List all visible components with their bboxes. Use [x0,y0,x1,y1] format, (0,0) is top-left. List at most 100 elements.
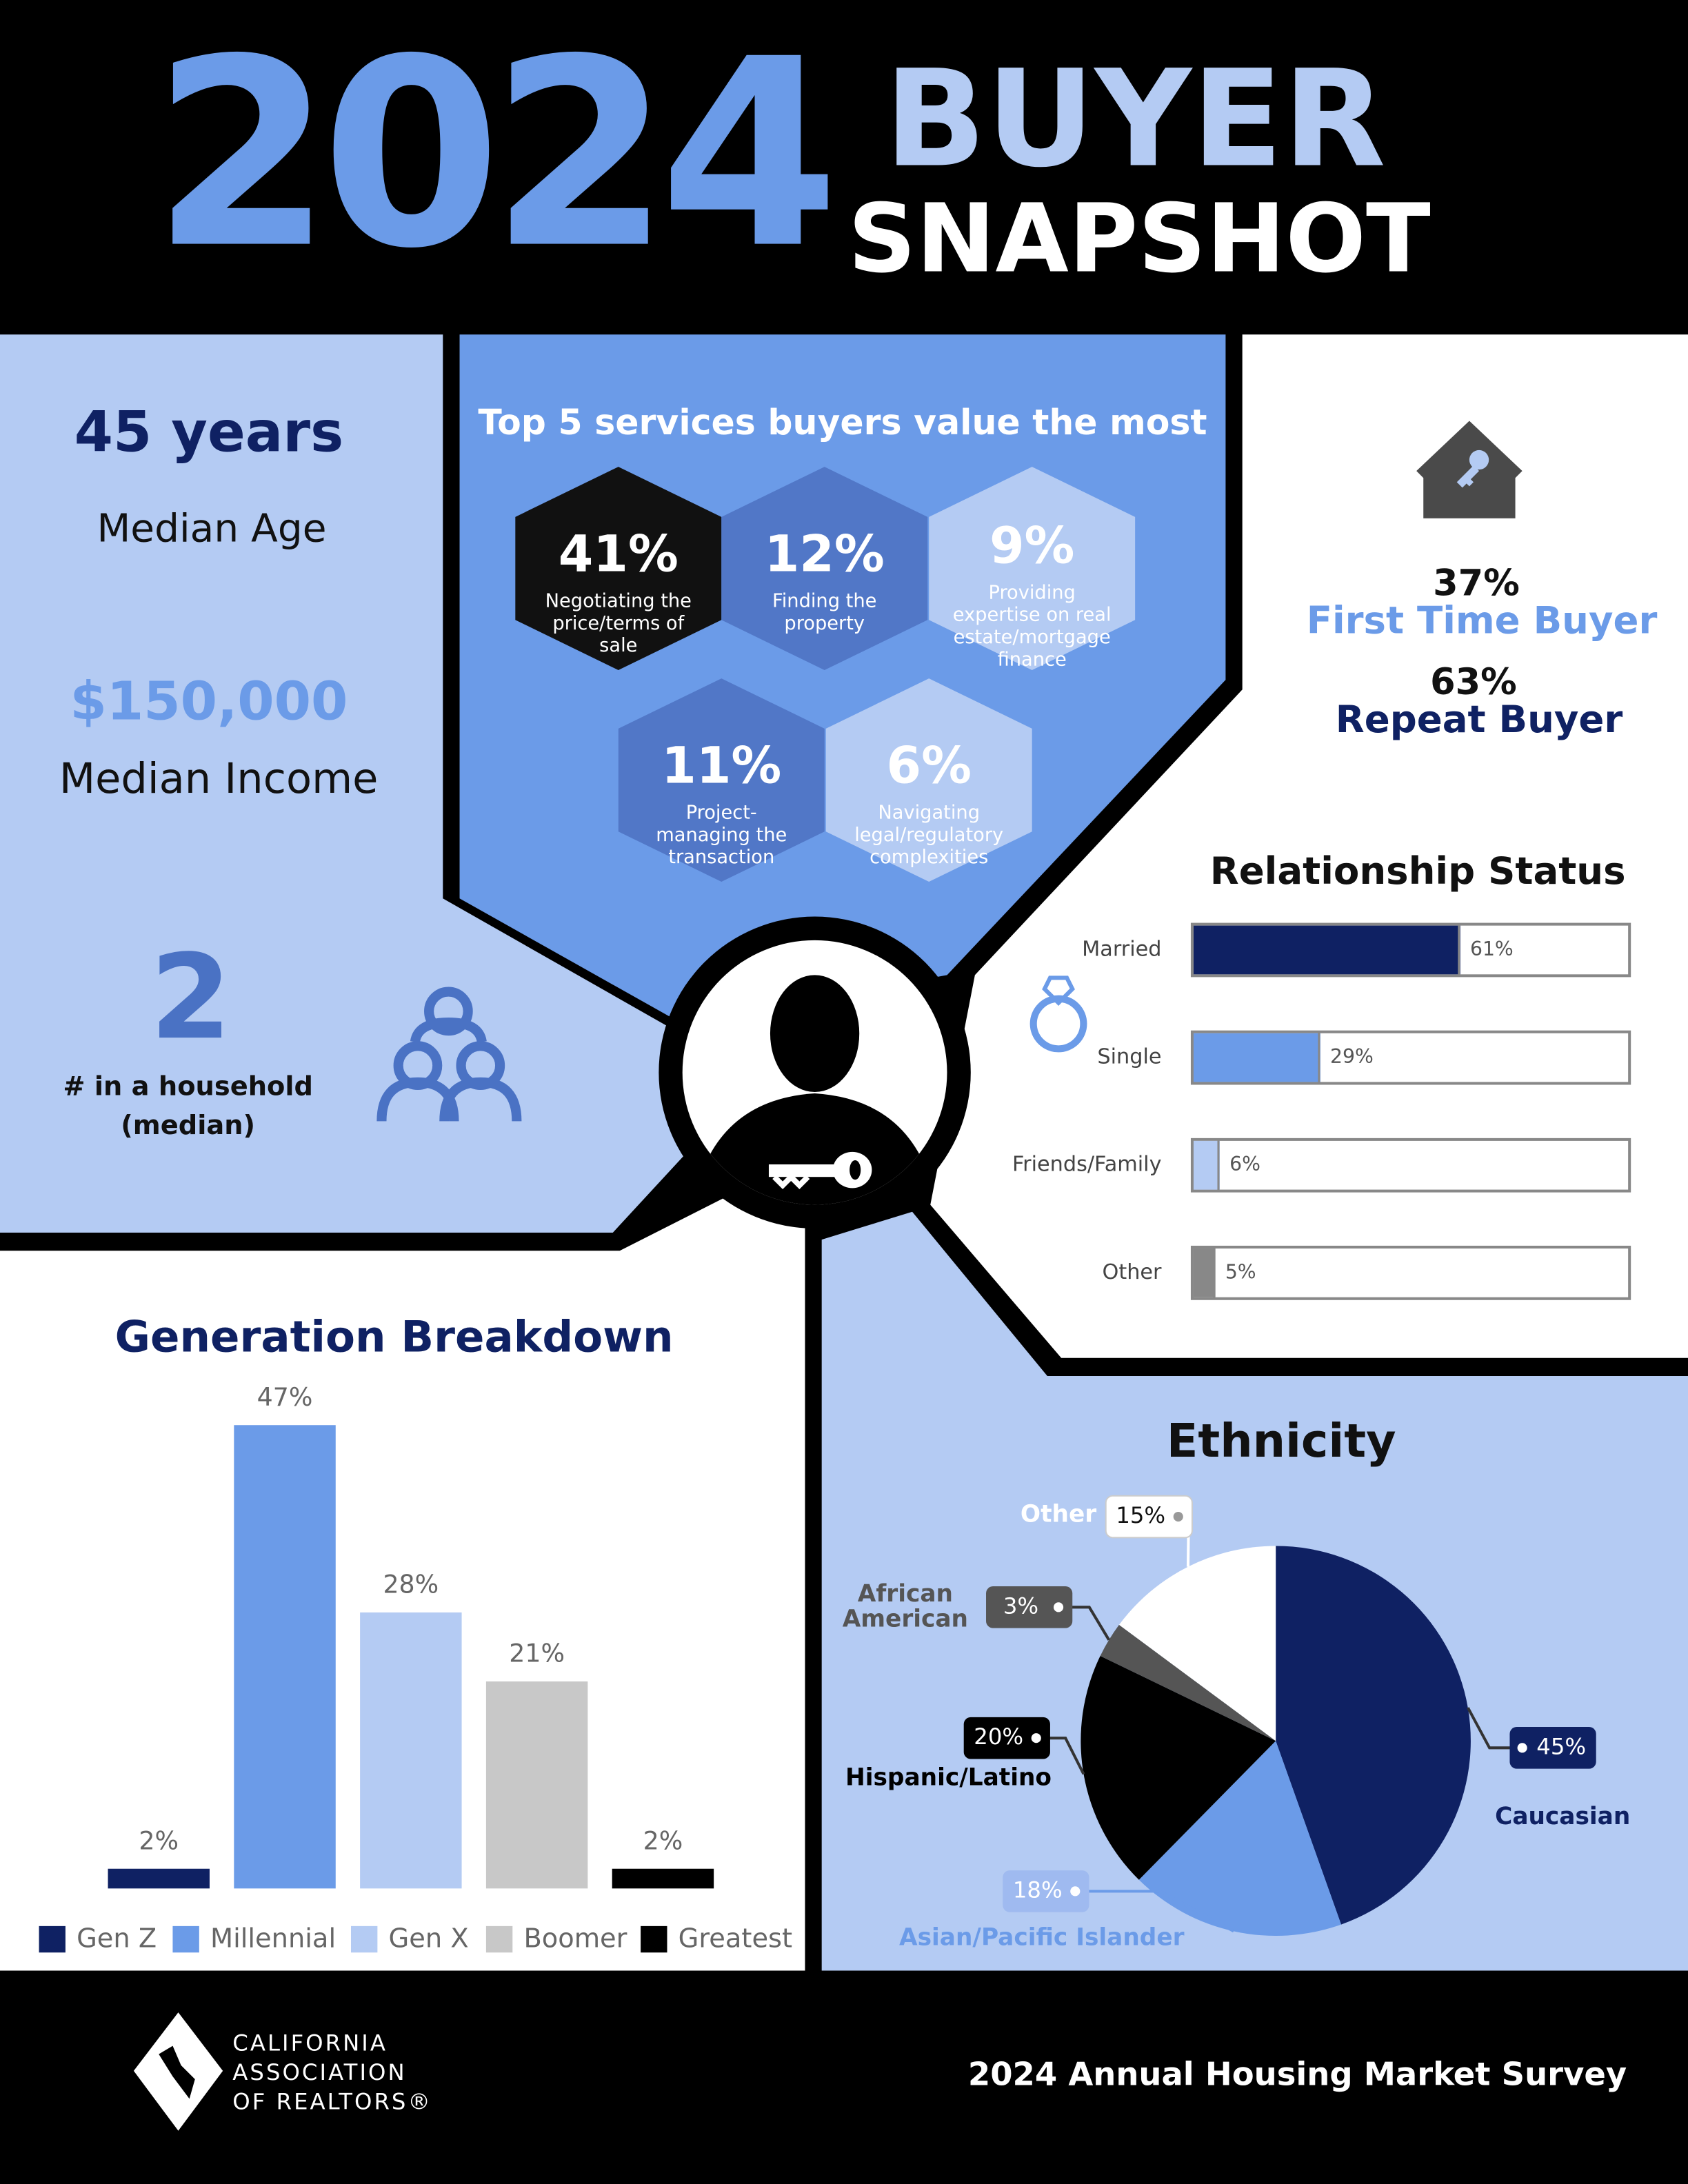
bar [612,1868,714,1889]
service-desc: property [784,613,865,634]
tag-hole [1070,1886,1081,1897]
bar-category: Single [1097,1045,1161,1069]
value-tag [963,1717,1050,1759]
leader-line [1047,1737,1085,1775]
value-tag [986,1586,1073,1628]
chart-title: Generation Breakdown [115,1312,674,1362]
pie-category: Hispanic/Latino [845,1763,1052,1791]
legend-label: Gen Z [77,1923,157,1954]
pie-category: Caucasian [1495,1803,1630,1830]
legend-swatch [641,1925,667,1953]
first-time-label: First Time Buyer [1307,598,1658,642]
service-percent: 11% [661,737,781,795]
left-panel [0,334,696,1233]
service-desc: sale [599,635,637,656]
bar [1193,1033,1320,1082]
pie-slice [1100,1624,1276,1741]
service-percent: 9% [989,517,1074,575]
service-hexagon [825,678,1032,882]
bar-value-label: 29% [1330,1045,1374,1068]
household-label: (median) [121,1110,255,1141]
tag-hole [1031,1733,1041,1743]
legend-label: Boomer [523,1923,627,1954]
pie-value-label: 3% [1003,1593,1038,1619]
household: 2 [150,930,232,1066]
value-tag [1105,1495,1193,1539]
bar-value-label: 28% [383,1570,439,1599]
median-income: $150,000 [70,671,348,732]
first-time-percent: 37% [1433,562,1520,604]
right-panel [930,334,1688,1358]
median-age: 45 years [74,401,343,465]
bar [485,1681,588,1889]
pie-slice [1276,1546,1471,1925]
service-desc: price/terms of [552,613,685,634]
tag-hole [1053,1602,1064,1612]
service-desc: Providing [988,582,1075,603]
ring-icon [1029,975,1087,1053]
bar-value-label: 61% [1470,938,1514,960]
bar-value-label: 2% [139,1826,179,1855]
bar-value-label: 21% [509,1639,565,1668]
bar [234,1425,336,1889]
bar-value-label: 2% [643,1826,683,1855]
repeat-label: Repeat Buyer [1336,697,1623,741]
leader-line [1086,1890,1235,1933]
bar-category: Friends/Family [1012,1153,1162,1177]
service-desc: transaction [668,847,774,868]
survey-title: 2024 Annual Housing Market Survey [968,2056,1627,2093]
service-hexagon [515,467,722,670]
pie-slice [1118,1546,1276,1741]
legend-swatch [172,1925,199,1953]
pie-value-label: 15% [1116,1502,1165,1528]
service-desc: Finding the [772,591,876,612]
bar [1193,1248,1216,1297]
pie-value-label: 20% [974,1723,1023,1750]
service-desc: Negotiating the [545,591,692,612]
pie-slice [1081,1655,1276,1880]
median-age-label: Median Age [97,507,327,552]
median-income-label: Median Income [59,755,378,803]
service-desc: legal/regulatory [854,825,1003,846]
logo-text: CALIFORNIA [232,2030,388,2056]
service-percent: 12% [765,525,885,583]
services-title: Top 5 services buyers value the most [478,402,1207,443]
pie-value-label: 45% [1536,1733,1586,1759]
footer [0,1977,1688,2184]
repeat-percent: 63% [1430,661,1517,703]
service-hexagon [929,467,1136,670]
service-desc: managing the [656,825,787,846]
generation-panel [0,1197,805,1971]
bar-track [1190,1245,1631,1300]
legend-swatch [350,1925,378,1953]
service-desc: finance [998,649,1067,670]
legend-label: Millennial [210,1923,336,1954]
bar-value-label: 5% [1225,1260,1256,1283]
value-tag [1003,1870,1089,1912]
service-percent: 6% [886,737,971,795]
title-snapshot: SNAPSHOT [848,185,1431,294]
house-icon [1416,421,1523,518]
year: 2024 [152,3,829,305]
service-desc: expertise on real [953,605,1112,626]
pie-value-label: 18% [1013,1877,1063,1903]
bar [1193,1140,1220,1190]
bar [360,1612,462,1889]
service-desc: complexities [870,847,988,868]
title-buyer: BUYER [884,41,1385,197]
service-desc: Navigating [878,802,980,824]
service-hexagon [618,678,825,882]
household-label: # in a household [63,1071,313,1102]
bar [108,1868,210,1889]
tag-hole [1517,1743,1527,1753]
tag-hole [1173,1511,1183,1522]
bar [1193,925,1460,975]
leader-line [1069,1606,1110,1641]
bar-value-label: 47% [257,1382,313,1412]
pie-category: African American [843,1580,968,1632]
pie-category: Other [1021,1501,1096,1528]
bar-category: Married [1082,937,1161,961]
service-percent: 41% [559,525,679,583]
